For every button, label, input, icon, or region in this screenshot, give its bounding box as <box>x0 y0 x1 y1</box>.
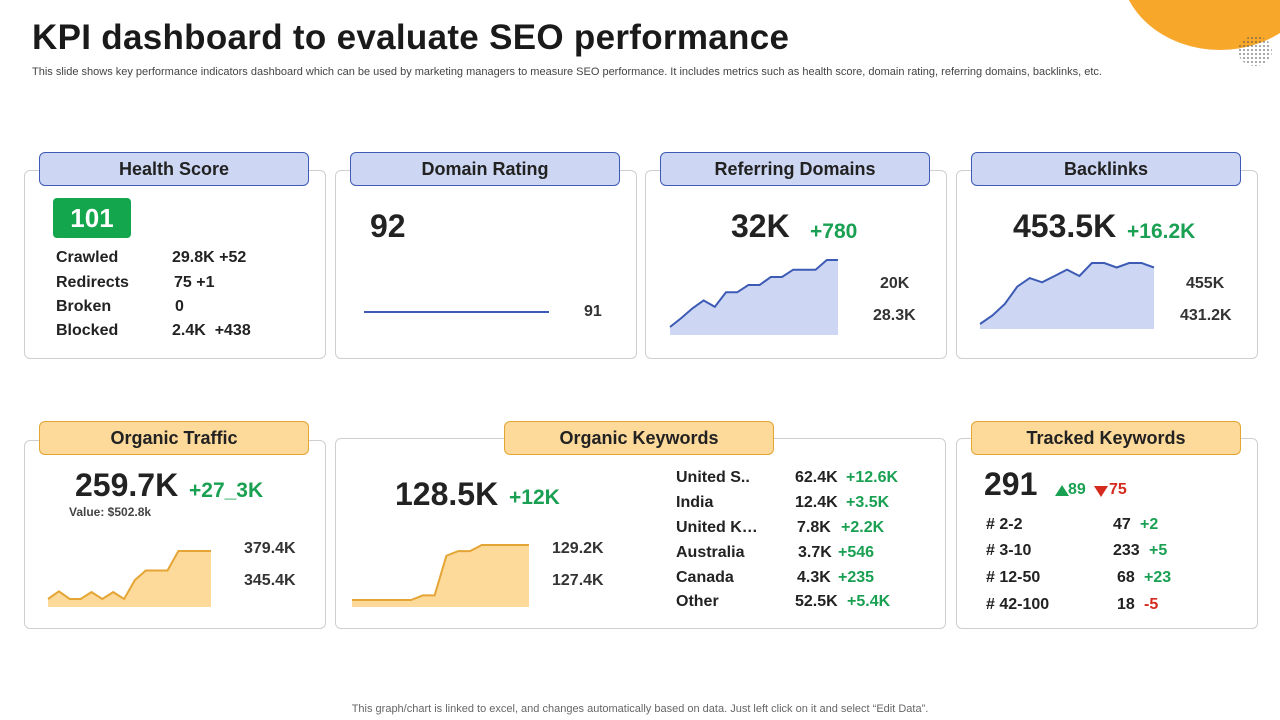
domain-rating-title: Domain Rating <box>350 152 620 186</box>
rank-range: # 3-10 <box>986 542 1032 559</box>
country-name: Canada <box>676 569 734 586</box>
organic-keywords-title: Organic Keywords <box>504 421 774 455</box>
country-delta: +235 <box>838 569 875 586</box>
organic-traffic-area <box>48 551 211 607</box>
domain-rating-value: 92 <box>370 208 406 244</box>
country-value: 62.4K <box>795 469 838 486</box>
country-name: Australia <box>676 544 745 561</box>
backlinks-title: Backlinks <box>971 152 1241 186</box>
country-name: India <box>676 494 714 511</box>
organic-keywords-value: 128.5K <box>395 476 499 512</box>
backlinks-line <box>979 262 1155 325</box>
organic-keywords-side-top: 129.2K <box>552 540 604 557</box>
organic-keywords-sparkline <box>352 544 529 607</box>
rank-delta: +2 <box>1140 516 1159 533</box>
rank-range: # 2-2 <box>986 516 1023 533</box>
tracked-down-count: 75 <box>1109 481 1127 498</box>
organic-traffic-sparkline <box>47 550 211 607</box>
rank-value: 47 <box>1113 516 1131 533</box>
referring-domains-side-bottom: 28.3K <box>873 307 916 324</box>
domain-rating-sparkline <box>364 311 549 313</box>
domain-rating-card <box>335 170 637 359</box>
country-delta: +2.2K <box>841 519 885 536</box>
country-name: United S.. <box>676 469 750 486</box>
country-delta: +5.4K <box>847 593 891 610</box>
corner-dots-decoration <box>1238 36 1272 66</box>
rank-delta: +5 <box>1149 542 1168 559</box>
country-name: United K… <box>676 519 758 536</box>
health-score-badge: 101 <box>53 198 131 238</box>
backlinks-delta: +16.2K <box>1127 220 1196 243</box>
footer-note: This graph/chart is linked to excel, and… <box>351 703 929 715</box>
page-title: KPI dashboard to evaluate SEO performanc… <box>32 18 790 57</box>
health-row-value: 2.4K +438 <box>172 322 251 339</box>
rank-delta: +23 <box>1144 569 1172 586</box>
organic-traffic-value: 259.7K <box>75 467 179 503</box>
tracked-keywords-card <box>956 438 1258 629</box>
health-score-title: Health Score <box>39 152 309 186</box>
backlinks-side-top: 455K <box>1186 275 1225 292</box>
country-value: 7.8K <box>797 519 831 536</box>
country-value: 12.4K <box>795 494 838 511</box>
country-delta: +3.5K <box>846 494 890 511</box>
organic-keywords-side-bottom: 127.4K <box>552 572 604 589</box>
referring-domains-side-top: 20K <box>880 275 910 292</box>
referring-domains-sparkline <box>669 259 838 335</box>
health-row-value: 75 +1 <box>174 274 215 291</box>
health-row-label: Blocked <box>56 322 119 339</box>
page-subtitle: This slide shows key performance indicat… <box>32 66 1102 78</box>
referring-domains-area <box>670 260 838 335</box>
backlinks-side-bottom: 431.2K <box>1180 307 1232 324</box>
tracked-keywords-value: 291 <box>984 466 1038 502</box>
country-delta: +546 <box>838 544 875 561</box>
health-row-value: 0 <box>175 298 184 315</box>
backlinks-value: 453.5K <box>1013 208 1117 244</box>
triangle-down-icon <box>1094 486 1108 497</box>
organic-traffic-side-bottom: 345.4K <box>244 572 296 589</box>
country-delta: +12.6K <box>846 469 899 486</box>
referring-domains-delta: +780 <box>810 220 858 243</box>
referring-domains-line <box>669 259 838 328</box>
organic-keywords-line <box>352 544 529 601</box>
health-row-value: 29.8K +52 <box>172 249 247 266</box>
country-value: 3.7K <box>798 544 832 561</box>
referring-domains-title: Referring Domains <box>660 152 930 186</box>
rank-range: # 42-100 <box>986 596 1050 613</box>
country-name: Other <box>676 593 719 610</box>
backlinks-area <box>980 263 1154 329</box>
rank-delta: -5 <box>1144 596 1159 613</box>
health-row-label: Redirects <box>56 274 129 291</box>
health-row-label: Crawled <box>56 249 119 266</box>
triangle-up-icon <box>1055 485 1069 496</box>
organic-keywords-delta: +12K <box>509 486 560 509</box>
organic-traffic-title: Organic Traffic <box>39 421 309 455</box>
rank-value: 68 <box>1117 569 1135 586</box>
rank-value: 18 <box>1117 596 1135 613</box>
country-value: 4.3K <box>797 569 831 586</box>
tracked-keywords-title: Tracked Keywords <box>971 421 1241 455</box>
domain-rating-side-label: 91 <box>584 303 602 320</box>
backlinks-sparkline <box>979 262 1155 329</box>
organic-traffic-value-note: Value: $502.8k <box>69 505 152 519</box>
health-row-label: Broken <box>56 298 112 315</box>
rank-value: 233 <box>1113 542 1140 559</box>
country-value: 52.5K <box>795 593 838 610</box>
organic-traffic-line <box>47 550 211 601</box>
organic-traffic-side-top: 379.4K <box>244 540 296 557</box>
rank-range: # 12-50 <box>986 569 1041 586</box>
referring-domains-value: 32K <box>731 208 790 244</box>
tracked-up-count: 89 <box>1068 481 1086 498</box>
organic-traffic-delta: +27_3K <box>189 479 264 502</box>
